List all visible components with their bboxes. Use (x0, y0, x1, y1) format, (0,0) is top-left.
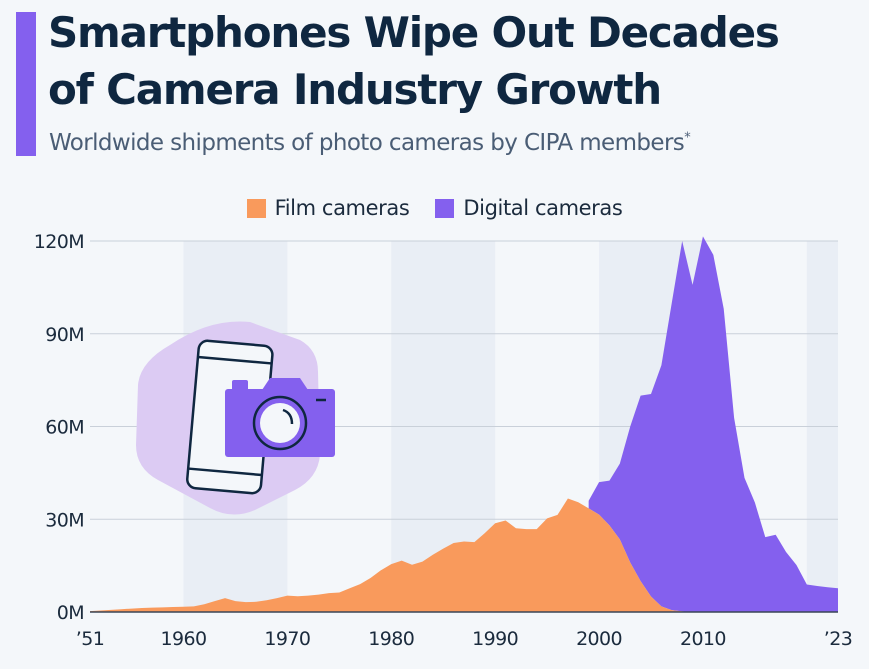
x-tick-label: 1980 (368, 628, 414, 650)
y-tick-label: 90M (45, 324, 84, 346)
title-line-2: of Camera Industry Growth (48, 65, 662, 114)
x-tick-label: 1970 (264, 628, 310, 650)
area-film-cameras (90, 498, 693, 612)
x-axis-ticks: ’51 1960 1970 1980 1990 2000 2010 ’23 (76, 628, 853, 650)
y-tick-label: 30M (45, 509, 84, 531)
subtitle: Worldwide shipments of photo cameras by … (49, 130, 691, 156)
x-tick-label: 1990 (472, 628, 518, 650)
legend-label-film: Film cameras (274, 196, 410, 220)
camera-icon (225, 378, 335, 457)
legend-label-digital: Digital cameras (463, 196, 623, 220)
chart-areas (90, 236, 838, 613)
x-tick-label: 2010 (680, 628, 726, 650)
footnote-marker: * (684, 130, 691, 146)
area-digital-cameras (588, 236, 838, 613)
x-tick-label: ’23 (824, 628, 852, 650)
y-tick-label: 0M (57, 602, 84, 624)
x-tick-label: 2000 (576, 628, 622, 650)
x-tick-label: 1960 (161, 628, 207, 650)
y-tick-label: 60M (45, 417, 84, 439)
y-axis-ticks: 0M 30M 60M 90M 120M (34, 231, 85, 624)
page-title: Smartphones Wipe Out Decades of Camera In… (48, 4, 780, 118)
camera-phone-illustration (136, 321, 335, 515)
y-tick-label: 120M (34, 231, 84, 253)
title-line-1: Smartphones Wipe Out Decades (48, 8, 780, 57)
x-tick-label: ’51 (76, 628, 104, 650)
legend-item-digital: Digital cameras (435, 196, 623, 220)
legend-swatch-film (246, 198, 266, 218)
legend-swatch-digital (435, 198, 455, 218)
subtitle-text: Worldwide shipments of photo cameras by … (49, 130, 685, 156)
title-accent-bar (16, 12, 36, 156)
legend-item-film: Film cameras (246, 196, 410, 220)
legend: Film cameras Digital cameras (0, 196, 869, 220)
